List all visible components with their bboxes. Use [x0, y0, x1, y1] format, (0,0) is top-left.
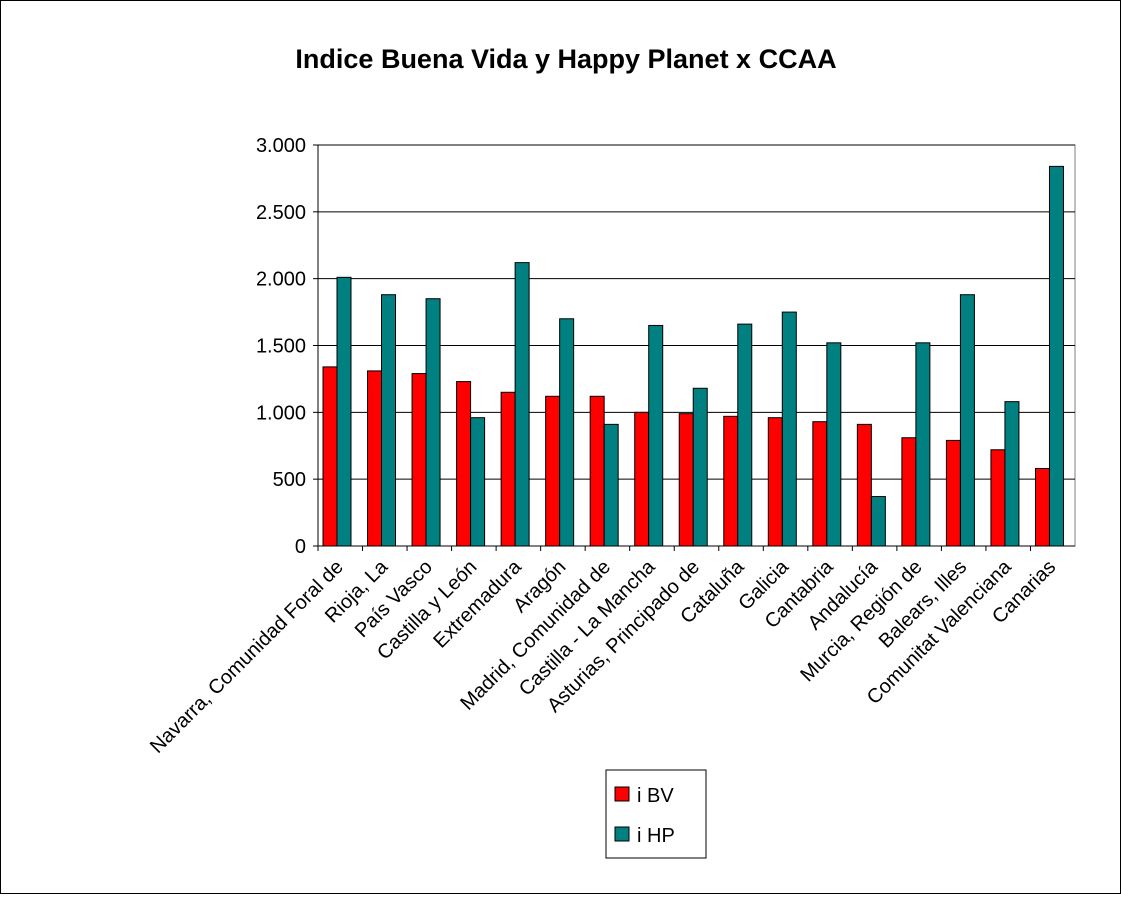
bar: [915, 342, 931, 547]
bar: [856, 423, 872, 547]
y-tick-label: 1.500: [256, 336, 306, 358]
bar: [381, 294, 397, 547]
y-tick-label: 3.000: [256, 135, 306, 157]
y-tick-label: 1.000: [256, 402, 306, 424]
bar: [901, 437, 917, 547]
legend-label: i BV: [637, 785, 674, 807]
bar: [559, 318, 575, 547]
legend-box: [605, 769, 707, 859]
bar: [767, 417, 783, 547]
bar: [990, 449, 1006, 547]
bar: [826, 342, 842, 547]
bar: [367, 370, 383, 547]
bar: [812, 421, 828, 547]
bar: [336, 276, 352, 547]
bar: [781, 311, 797, 547]
bar: [737, 323, 753, 547]
bar: [514, 262, 530, 547]
bar: [603, 423, 619, 547]
bar: [456, 381, 472, 547]
bar: [322, 366, 338, 547]
y-tick-label: 0: [295, 536, 306, 558]
y-tick-label: 2.500: [256, 202, 306, 224]
bar: [648, 324, 664, 547]
bar: [411, 373, 427, 547]
bar: [945, 439, 961, 547]
bar: [470, 417, 486, 547]
bar: [1048, 165, 1064, 547]
bar: [589, 395, 605, 547]
bar: [545, 395, 561, 547]
bar: [959, 294, 975, 547]
chart-title: Indice Buena Vida y Happy Planet x CCAA: [295, 44, 836, 74]
y-tick-label: 2.000: [256, 269, 306, 291]
legend-label: i HP: [637, 825, 675, 847]
y-tick-label: 500: [273, 469, 306, 491]
bar: [500, 391, 516, 547]
bar: [425, 298, 441, 547]
bar: [870, 496, 886, 547]
bar: [692, 387, 708, 547]
bar: [723, 415, 739, 547]
legend-swatch: [614, 786, 630, 802]
bar: [678, 413, 694, 547]
legend-swatch: [614, 826, 630, 842]
bar: [1004, 401, 1020, 547]
bar: [1034, 467, 1050, 547]
bar: [634, 411, 650, 547]
